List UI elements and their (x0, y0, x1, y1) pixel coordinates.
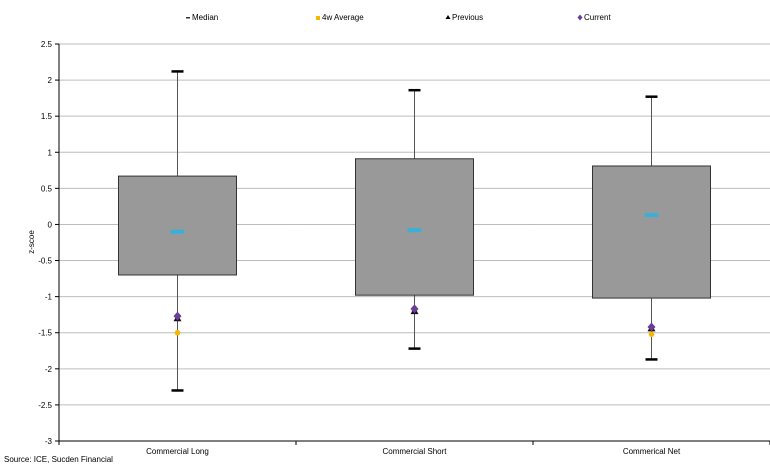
y-tick-label: 0 (48, 220, 53, 229)
y-tick-label: -2 (45, 365, 53, 374)
y-tick-label: 1.5 (41, 112, 53, 121)
y-tick-label: 0.5 (41, 184, 53, 193)
legend-previous-icon (445, 15, 451, 19)
box-group (118, 70, 237, 392)
y-axis: 2.5 2 1.5 1 0.5 0 -0.5 -1 -1.5 -2 -2.5 -3 (38, 40, 60, 446)
box (355, 158, 474, 296)
avg4w-marker (174, 329, 181, 336)
legend-avg-icon (316, 16, 320, 20)
y-tick-label: 2.5 (41, 40, 53, 49)
y-tick-label: -3 (45, 437, 53, 446)
legend-item: Median (186, 13, 218, 22)
x-axis: Commercial Long Commercial Short Commerica… (58, 440, 770, 456)
current-marker (410, 304, 419, 314)
y-tick-label: -1.5 (38, 329, 52, 338)
box-group (355, 88, 474, 350)
y-tick-label: -1 (45, 293, 53, 302)
median-marker (170, 229, 185, 234)
source-note: Source: ICE, Sucden Financial (4, 455, 113, 464)
x-category-label: Commercial Long (146, 447, 209, 456)
current-marker (173, 311, 182, 321)
y-tick-label: -0.5 (38, 257, 52, 266)
legend-label: Previous (452, 13, 483, 22)
legend-label: Median (192, 13, 218, 22)
avg4w-marker (648, 331, 655, 337)
legend-label: 4w Average (322, 13, 364, 22)
legend-current-icon (577, 14, 583, 21)
y-tick-label: 2 (48, 76, 53, 85)
y-axis-label: z-scoe (27, 230, 36, 254)
legend-item: 4w Average (316, 13, 364, 22)
box (592, 165, 711, 299)
x-category-label: Commerical Net (623, 447, 681, 456)
plot-area (118, 70, 711, 392)
y-tick-label: 1 (48, 148, 53, 157)
median-marker (407, 228, 422, 233)
y-tick-label: -2.5 (38, 401, 52, 410)
median-marker (644, 213, 659, 218)
chart-legend: Median 4w Average Previous Current (186, 13, 611, 22)
x-category-label: Commercial Short (382, 447, 447, 456)
legend-label: Current (584, 13, 611, 22)
current-marker (647, 322, 656, 332)
legend-median-icon (186, 17, 190, 19)
box (118, 175, 237, 276)
legend-item: Current (577, 13, 611, 22)
box-group (592, 95, 711, 361)
legend-item: Previous (445, 13, 483, 22)
